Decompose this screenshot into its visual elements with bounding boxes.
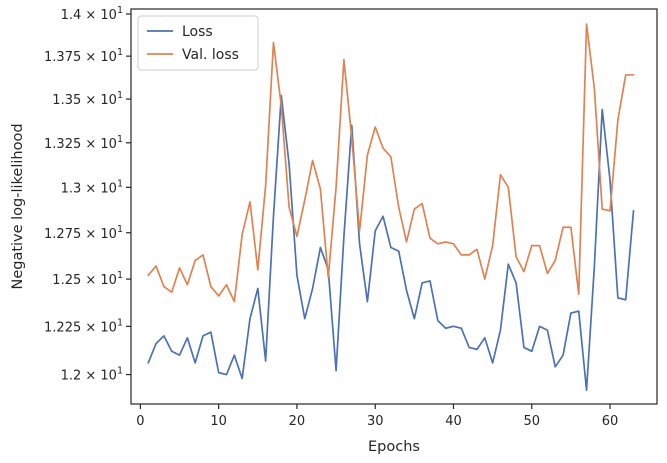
y-tick-label: 1.275 × 101 [44, 224, 123, 242]
y-tick-label: 1.35 × 101 [52, 90, 123, 108]
x-tick-label: 60 [602, 414, 619, 429]
legend: Loss Val. loss [137, 15, 259, 71]
plot-frame [130, 8, 658, 405]
series-lines [147, 23, 635, 392]
y-tick-label: 1.375 × 101 [44, 47, 123, 65]
y-axis-label: Negative log-likelihood [10, 123, 26, 289]
x-tick-label: 40 [445, 414, 462, 429]
y-tick-label: 1.2 × 101 [61, 366, 123, 384]
x-axis-label: Epochs [368, 439, 420, 455]
y-tick-label: 1.325 × 101 [44, 134, 123, 152]
legend-label: Loss [182, 24, 213, 40]
x-tick-label: 30 [367, 414, 384, 429]
y-tick-label: 1.225 × 101 [44, 317, 123, 335]
y-tick-label: 1.25 × 101 [52, 270, 123, 288]
x-tick-label: 10 [210, 414, 227, 429]
y-axis-ticks: 1.2 × 101 1.225 × 101 1.25 × 101 1.275 × 10… [44, 5, 131, 384]
y-tick-label: 1.4 × 101 [61, 5, 123, 23]
series-line-loss [147, 94, 635, 392]
x-tick-label: 50 [523, 414, 540, 429]
legend-label: Val. loss [182, 47, 239, 63]
x-axis-ticks: 0 10 20 30 40 50 60 [136, 404, 618, 429]
x-tick-label: 0 [136, 414, 144, 429]
x-tick-label: 20 [289, 414, 306, 429]
y-tick-label: 1.3 × 101 [61, 178, 123, 196]
series-line-val-loss [147, 23, 635, 303]
legend-box [137, 15, 259, 71]
